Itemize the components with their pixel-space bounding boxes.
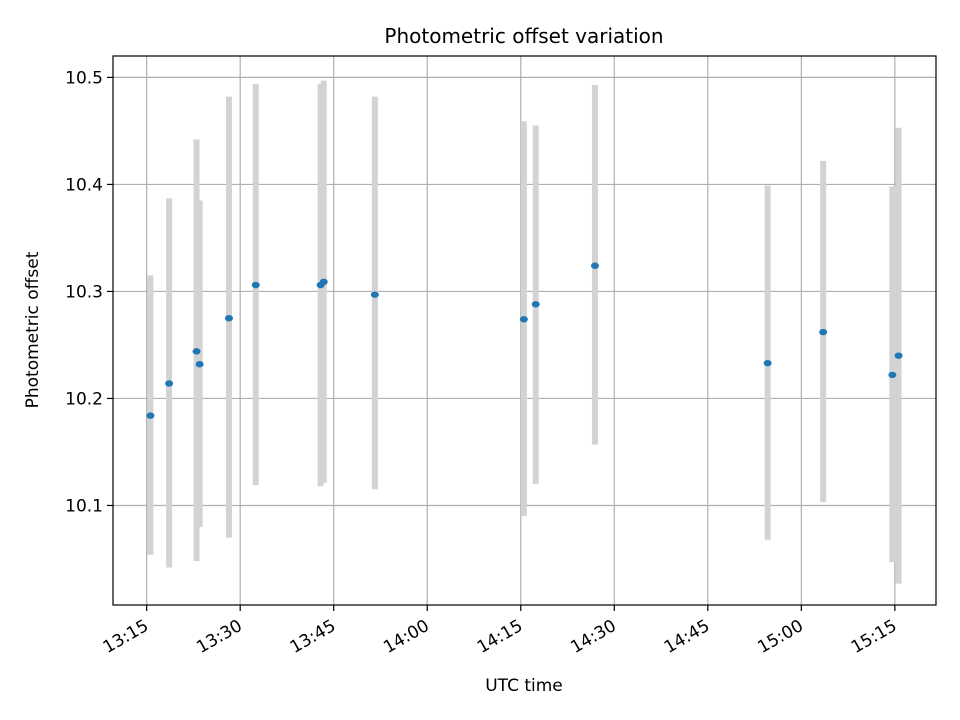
data-point [319,278,328,286]
y-tick-label: 10.3 [65,282,103,302]
data-point [224,314,233,322]
y-tick-label: 10.2 [65,389,103,409]
plot-area-frame [112,55,937,606]
y-tick-label: 10.5 [65,68,103,88]
data-point [819,328,828,336]
data-point [531,301,540,308]
data-point [590,262,599,269]
data-point [763,359,772,367]
y-tick-label: 10.4 [65,175,103,195]
chart-title: Photometric offset variation [384,24,663,48]
x-axis-title: UTC time [485,676,563,696]
data-point [251,281,260,289]
data-points [146,262,903,419]
y-tick-label: 10.1 [65,496,103,516]
y-axis-ticks: 10.1 10.2 10.3 10.4 10.5 [65,68,113,516]
data-point [146,412,155,419]
data-point [165,380,174,387]
data-point [370,291,379,298]
data-point [192,348,201,355]
data-point [894,352,903,359]
y-axis-title: Photometric offset [23,251,43,408]
data-point [888,371,897,379]
data-point [195,361,204,368]
data-point [519,316,528,323]
